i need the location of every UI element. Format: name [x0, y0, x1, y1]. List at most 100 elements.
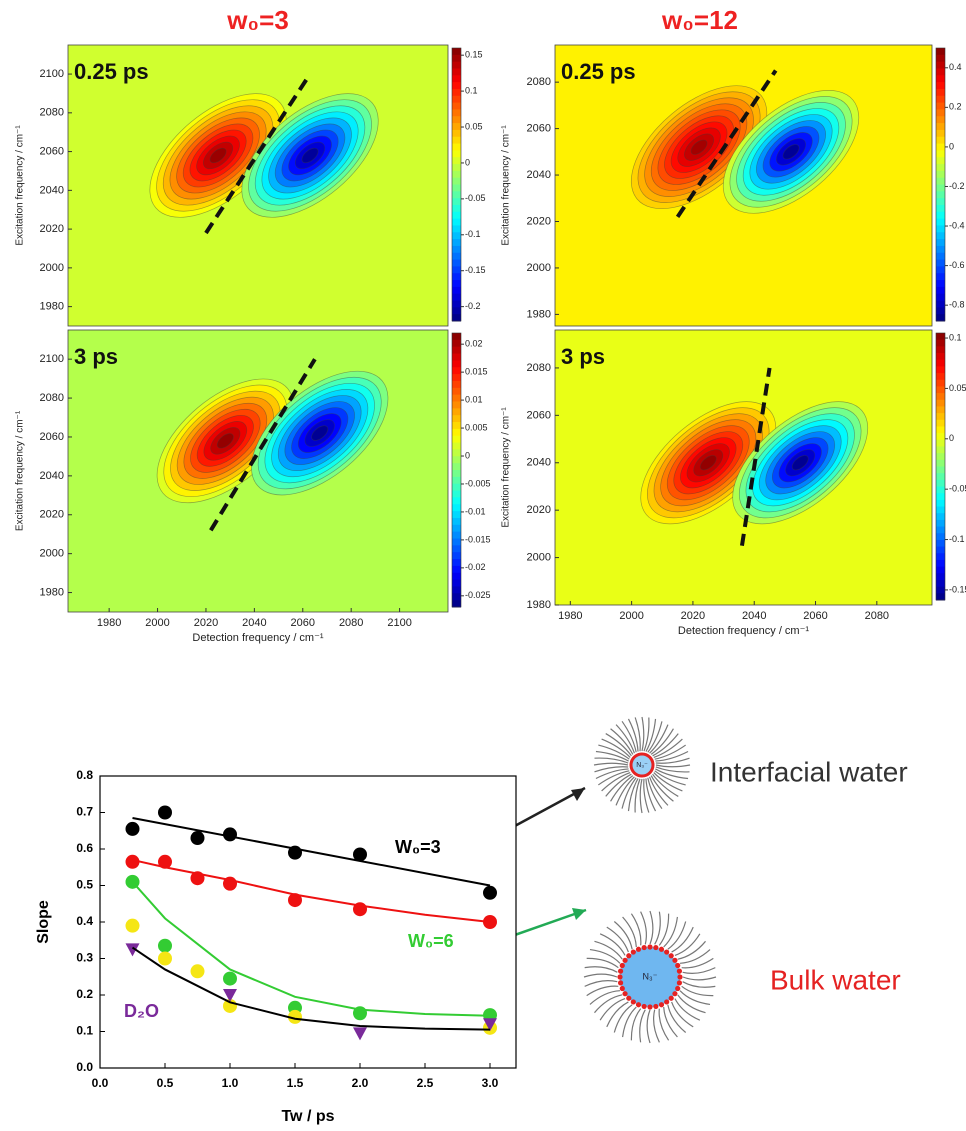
colorbar-segment: [936, 373, 945, 381]
colorbar-segment: [452, 490, 461, 498]
surfactant-tail: [674, 933, 701, 956]
surfactant-tail: [643, 778, 650, 813]
colorbar-tick-label: 0.4: [949, 62, 962, 72]
colorbar-segment: [936, 339, 945, 347]
colorbar-segment: [452, 123, 461, 131]
surfactant-tail: [594, 940, 623, 960]
colorbar-segment: [452, 401, 461, 409]
contour-level: [699, 455, 717, 471]
micelle-core: [629, 752, 655, 778]
colorbar-segment: [936, 353, 945, 361]
headgroup: [675, 985, 681, 992]
colorbar-segment: [452, 367, 461, 375]
headgroup: [622, 991, 628, 997]
plot-frame: [67, 44, 449, 327]
colorbar-segment: [452, 531, 461, 539]
y-axis-label: Excitation frequency / cm⁻¹: [15, 125, 26, 246]
y-tick-label: 2020: [40, 223, 64, 235]
colorbar-segment: [936, 559, 945, 568]
y-tick-label: 2080: [40, 392, 64, 404]
surfactant-tail: [599, 933, 626, 956]
colorbar-segment: [936, 473, 945, 481]
x-tick-label: 2080: [865, 610, 889, 622]
surfactant-tail: [655, 750, 689, 762]
headgroup: [658, 1002, 665, 1008]
colorbar-segment: [936, 109, 945, 117]
colorbar-segment: [452, 88, 461, 97]
surfactant-tail: [594, 766, 629, 773]
colorbar-segment: [452, 280, 461, 288]
colorbar-tick-label: -0.8: [949, 300, 965, 310]
colorbar-segment: [936, 170, 945, 179]
colorbar-segment: [452, 314, 461, 322]
colorbar-frame: [451, 47, 462, 322]
surfactant-tail: [639, 1009, 646, 1043]
headgroup: [617, 974, 623, 980]
surfactant-tail: [627, 718, 639, 752]
colorbar-segment: [936, 446, 945, 454]
plot-frame: [67, 329, 449, 613]
colorbar-segment: [452, 470, 461, 478]
colorbar-tick-label: 0.1: [949, 332, 962, 342]
colorbar-segment: [452, 456, 461, 464]
colorbar-segment: [452, 422, 461, 430]
colorbar-tick-label: -0.6: [949, 260, 965, 270]
surfactant-tail: [649, 776, 669, 806]
colorbar-segment: [452, 463, 461, 471]
headgroup: [619, 962, 625, 969]
surfactant-tail: [645, 718, 657, 752]
surfactant-tail: [652, 773, 679, 797]
colorbar-segment: [452, 387, 461, 396]
colorbar-segment: [936, 419, 945, 427]
y-axis-label: Slope: [35, 900, 52, 944]
colorbar-tick-label: 0: [465, 450, 470, 460]
x-tick-label: 1980: [97, 617, 121, 629]
colorbar-tick-label: 0.02: [465, 339, 483, 349]
headgroup: [672, 991, 678, 997]
nodal-line: [204, 72, 312, 235]
surfactant-tail: [595, 750, 629, 762]
colorbar-segment: [936, 379, 945, 387]
colorbar-segment: [936, 280, 945, 288]
colorbar-segment: [936, 386, 945, 394]
colorbar-segment: [936, 439, 945, 447]
colorbar-segment: [936, 184, 945, 192]
surfactant-tail: [667, 1004, 687, 1033]
y-tick-label: 2060: [527, 123, 551, 135]
surfactant-tail: [652, 733, 679, 757]
y-tick-label: 1980: [40, 586, 64, 598]
surfactant-tail: [646, 1009, 651, 1044]
surfactant-tail: [594, 994, 623, 1014]
colorbar-segment: [452, 232, 461, 240]
y-tick-label: 0.8: [76, 768, 93, 782]
marker: [353, 847, 367, 862]
colorbar-segment: [452, 579, 461, 587]
surfactant-tail: [584, 966, 618, 973]
series-label: D₂O: [124, 1001, 159, 1021]
headgroup: [630, 949, 636, 955]
colorbar-segment: [936, 573, 945, 581]
colorbar-tick-label: -0.15: [949, 584, 966, 594]
colorbar-tick-label: -0.2: [949, 181, 965, 191]
colorbar-segment: [452, 374, 461, 382]
panel-label: 0.25 ps: [74, 59, 149, 84]
y-tick-label: 2040: [40, 184, 64, 196]
surfactant-tail: [671, 926, 694, 953]
colorbar-segment: [452, 129, 461, 138]
contour-level: [690, 139, 708, 155]
colorbar-segment: [452, 252, 461, 261]
colorbar-segment: [452, 102, 461, 110]
colorbar-segment: [936, 136, 945, 145]
colorbar-segment: [452, 68, 461, 76]
colorbar-segment: [936, 143, 945, 151]
surfactant-tail: [613, 1004, 633, 1033]
colorbar-segment: [452, 586, 461, 594]
y-tick-label: 0.2: [76, 987, 93, 1001]
y-tick-label: 2020: [527, 215, 551, 227]
x-tick-label: 0.5: [157, 1076, 174, 1090]
surfactant-tail: [606, 1001, 629, 1028]
colorbar-segment: [936, 314, 945, 322]
surfactant-tail: [681, 957, 714, 969]
colorbar-segment: [452, 54, 461, 63]
colorbar-segment: [452, 504, 461, 512]
